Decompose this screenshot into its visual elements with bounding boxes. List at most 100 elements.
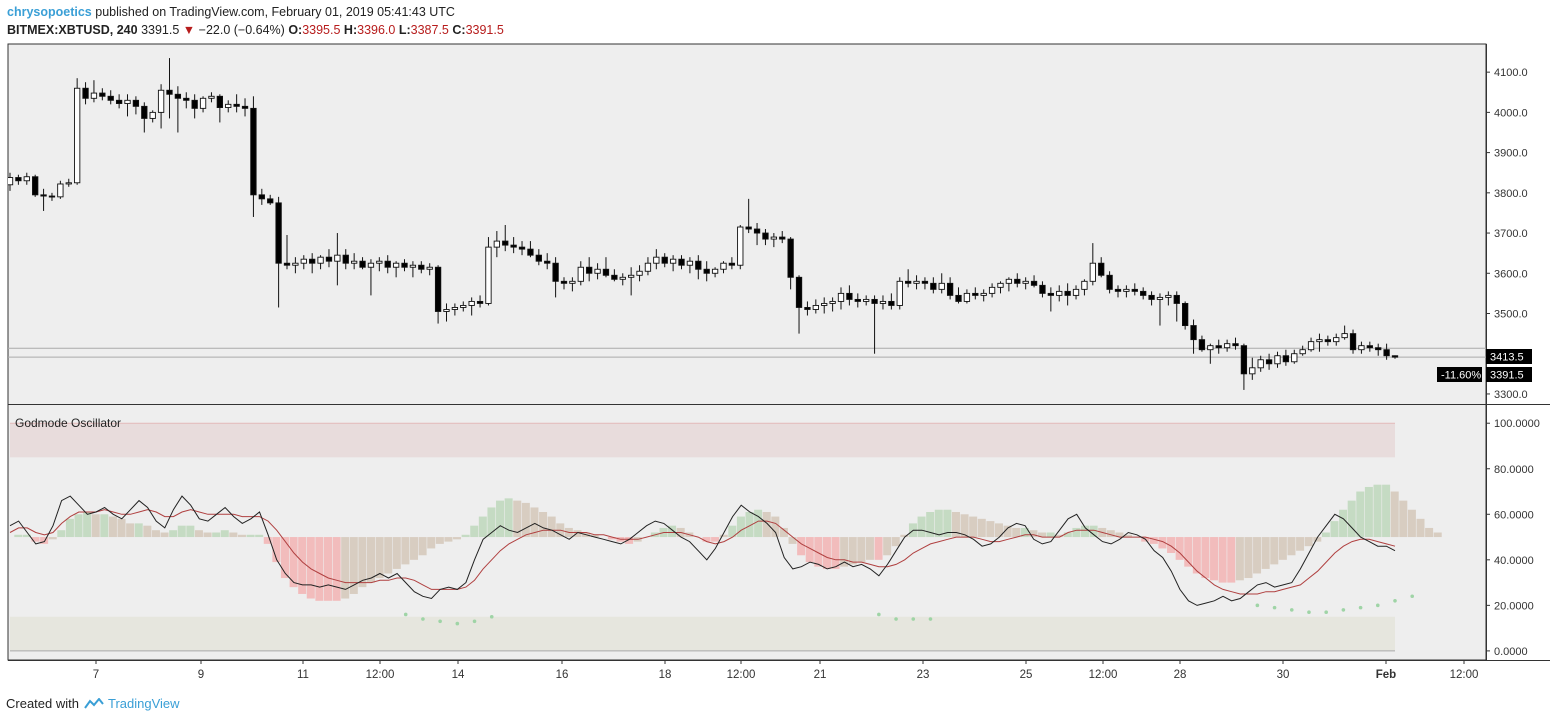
candle-body-down [695,260,702,270]
candle-1 [15,174,22,185]
time-tick-label: Feb [1376,669,1396,681]
histogram-bar [1356,491,1365,538]
histogram-bar [848,537,857,565]
candle-body-up [208,95,215,99]
candle-96 [812,299,819,314]
histogram-bar [169,530,178,538]
candle-body-up [460,305,467,308]
candle-34 [292,257,299,274]
candle-body-up [1291,353,1298,363]
candle-112 [946,277,954,300]
oscillator-group [9,422,1442,652]
price-pane[interactable] [7,58,1486,390]
histogram-bar [349,537,358,594]
histogram-bar [341,537,350,599]
candle-body-up [1156,296,1164,300]
candle-118 [997,281,1004,294]
chart-frame [7,43,1550,661]
histogram-bar [151,530,160,538]
oversold-dot [403,612,408,617]
histogram-bar [134,523,143,538]
candle-body-down [1148,294,1155,300]
candle-body-up [317,256,324,264]
histogram-bar [289,537,298,588]
histogram-bar [943,509,952,538]
histogram-bar [143,525,152,538]
histogram-bar [323,537,332,601]
histogram-bar [1270,537,1279,565]
histogram-bar [874,537,883,560]
histogram-bar [263,537,272,544]
candle-164 [1383,343,1390,360]
candle-74 [628,267,635,296]
histogram-bar [255,534,264,538]
histogram-bar [1287,537,1296,556]
candle-body-down [921,280,929,284]
candle-123 [1039,281,1046,298]
symbol-legend: BITMEX:XBTUSD, 240 3391.5 ▼ −22.0 (−0.64… [7,21,504,39]
histogram-bar [229,532,238,538]
histogram-bar [1124,534,1133,538]
histogram-bar [1296,537,1305,551]
candle-165 [1391,355,1399,359]
candle-body-down [115,99,123,104]
candle-63 [535,249,542,266]
candle-65 [552,257,559,298]
candle-body-up [334,254,341,262]
candle-4 [40,188,47,211]
candle-97 [821,297,828,314]
candle-body-down [762,232,769,240]
candle-body-up [1056,290,1063,296]
candle-161 [1358,341,1365,354]
histogram-bar [573,530,582,538]
candle-body-up [8,177,14,186]
candle-126 [1064,283,1071,306]
candle-106 [896,277,903,310]
candle-body-down [905,280,912,284]
candle-body-up [963,292,971,302]
tradingview-logo-icon [84,697,104,709]
candle-body-down [434,266,442,312]
oversold-dot [438,619,442,624]
percent-text: -11.60% [1441,370,1481,382]
candle-140 [1182,301,1189,330]
histogram-bar [711,537,720,542]
author-link[interactable]: chrysopoetics [7,5,92,19]
candle-137 [1156,293,1164,326]
candle-body-down [40,194,47,197]
symbol-label[interactable]: BITMEX:XBTUSD, 240 [7,23,138,37]
candle-32 [275,196,282,308]
histogram-bar [840,537,849,567]
oversold-dot [1255,603,1260,608]
time-tick-label: 14 [452,669,465,681]
time-tick-label: 11 [297,669,309,681]
oversold-zone [10,616,1395,651]
candle-100 [846,285,853,306]
fast-oscillator-line [9,495,1396,606]
candle-body-up [569,280,576,284]
candle-135 [1140,287,1147,300]
histogram-bar [1390,491,1399,538]
histogram-bar [1020,527,1029,538]
tradingview-brand-link[interactable]: TradingView [107,696,180,711]
histogram-bar [194,530,203,538]
candle-body-down [1383,349,1390,357]
candle-116 [980,289,987,302]
candle-body-down [502,240,509,246]
candle-body-up [669,258,677,264]
candle-9 [82,82,89,105]
candle-122 [1030,275,1038,288]
candle-body-up [351,260,358,264]
histogram-bar [1339,509,1348,538]
time-tick-label: 7 [93,669,99,681]
oversold-dot [1289,608,1294,612]
candle-body-down [1215,345,1222,349]
histogram-bar [822,537,831,569]
oscillator-pane[interactable] [9,422,1442,652]
histogram-bar [1158,537,1167,549]
candle-84 [711,267,719,278]
histogram-bar [857,537,866,563]
candle-body-down [258,194,265,200]
histogram-bar [771,516,780,538]
